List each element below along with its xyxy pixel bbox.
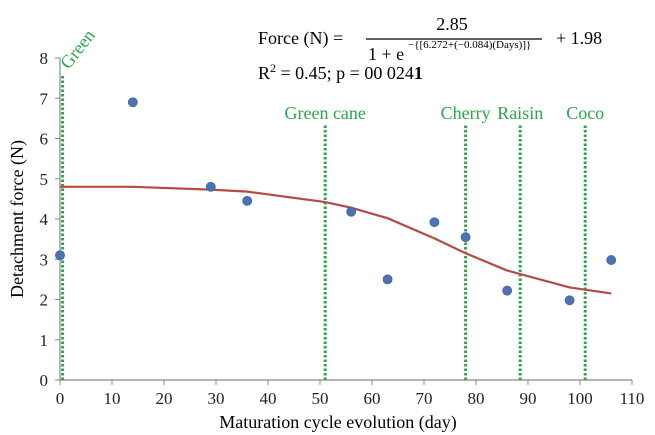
data-point bbox=[606, 255, 617, 265]
data-point bbox=[205, 181, 216, 192]
equation-lhs: Force (N) = bbox=[258, 28, 343, 49]
y-tick-label: 5 bbox=[40, 170, 49, 189]
stats-bold-digit: 1 bbox=[414, 63, 423, 83]
x-tick-label: 10 bbox=[104, 389, 121, 408]
stage-label: Green bbox=[56, 25, 99, 72]
y-tick-label: 6 bbox=[40, 130, 49, 149]
data-point bbox=[346, 206, 357, 217]
equation-numerator: 2.85 bbox=[436, 14, 468, 34]
x-tick-label: 20 bbox=[156, 389, 173, 408]
y-tick-label: 4 bbox=[40, 210, 49, 229]
data-point bbox=[55, 250, 65, 261]
data-point bbox=[460, 232, 471, 243]
stage-label: Cherry bbox=[441, 103, 491, 123]
fit-line bbox=[60, 185, 612, 295]
data-point bbox=[127, 97, 138, 108]
y-tick-label: 1 bbox=[40, 331, 49, 350]
x-tick-label: 70 bbox=[416, 389, 433, 408]
equation-stats: R2 = 0.45; p = 00 0241 bbox=[258, 61, 423, 83]
fit-curve bbox=[60, 185, 612, 295]
x-tick-label: 100 bbox=[567, 389, 593, 408]
fit-equation: Force (N) = 2.85 1 + e −{[6.272+(−0.084)… bbox=[258, 14, 602, 83]
equation-exponent: −{[6.272+(−0.084)(Days)]} bbox=[408, 39, 531, 51]
stage-label: Green cane bbox=[284, 103, 365, 123]
data-points bbox=[55, 97, 617, 306]
y-tick-label: 2 bbox=[40, 291, 49, 310]
x-tick-label: 0 bbox=[56, 389, 65, 408]
stage-label: Coco bbox=[566, 103, 604, 123]
equation-denominator: 1 + e bbox=[368, 44, 404, 64]
x-tick-label: 80 bbox=[468, 389, 485, 408]
equation-constant: + 1.98 bbox=[556, 28, 602, 48]
data-point bbox=[502, 285, 513, 296]
stats-values: = 0.45; p = 00 024 bbox=[276, 63, 414, 83]
y-tick-label: 8 bbox=[40, 49, 49, 68]
y-tick-label: 0 bbox=[40, 371, 49, 390]
y-axis-title: Detachment force (N) bbox=[7, 140, 28, 298]
y-tick-label: 7 bbox=[40, 89, 49, 108]
r-symbol: R bbox=[258, 63, 270, 83]
x-tick-label: 110 bbox=[620, 389, 645, 408]
data-point bbox=[242, 195, 253, 206]
data-point bbox=[564, 295, 575, 306]
r-superscript: 2 bbox=[270, 61, 276, 75]
x-tick-label: 30 bbox=[208, 389, 225, 408]
stage-label: Raisin bbox=[497, 103, 543, 123]
x-axis-title: Maturation cycle evolution (day) bbox=[219, 412, 456, 433]
data-point bbox=[382, 274, 393, 285]
axes: 0 10 20 30 40 50 60 70 80 90 100 110 0 1 2 3 4 5 6 7 8 bbox=[40, 49, 645, 408]
x-tick-label: 40 bbox=[260, 389, 277, 408]
x-tick-label: 90 bbox=[520, 389, 537, 408]
x-tick-label: 60 bbox=[364, 389, 381, 408]
x-tick-label: 50 bbox=[312, 389, 329, 408]
y-tick-label: 3 bbox=[40, 250, 49, 269]
data-point bbox=[429, 217, 440, 228]
